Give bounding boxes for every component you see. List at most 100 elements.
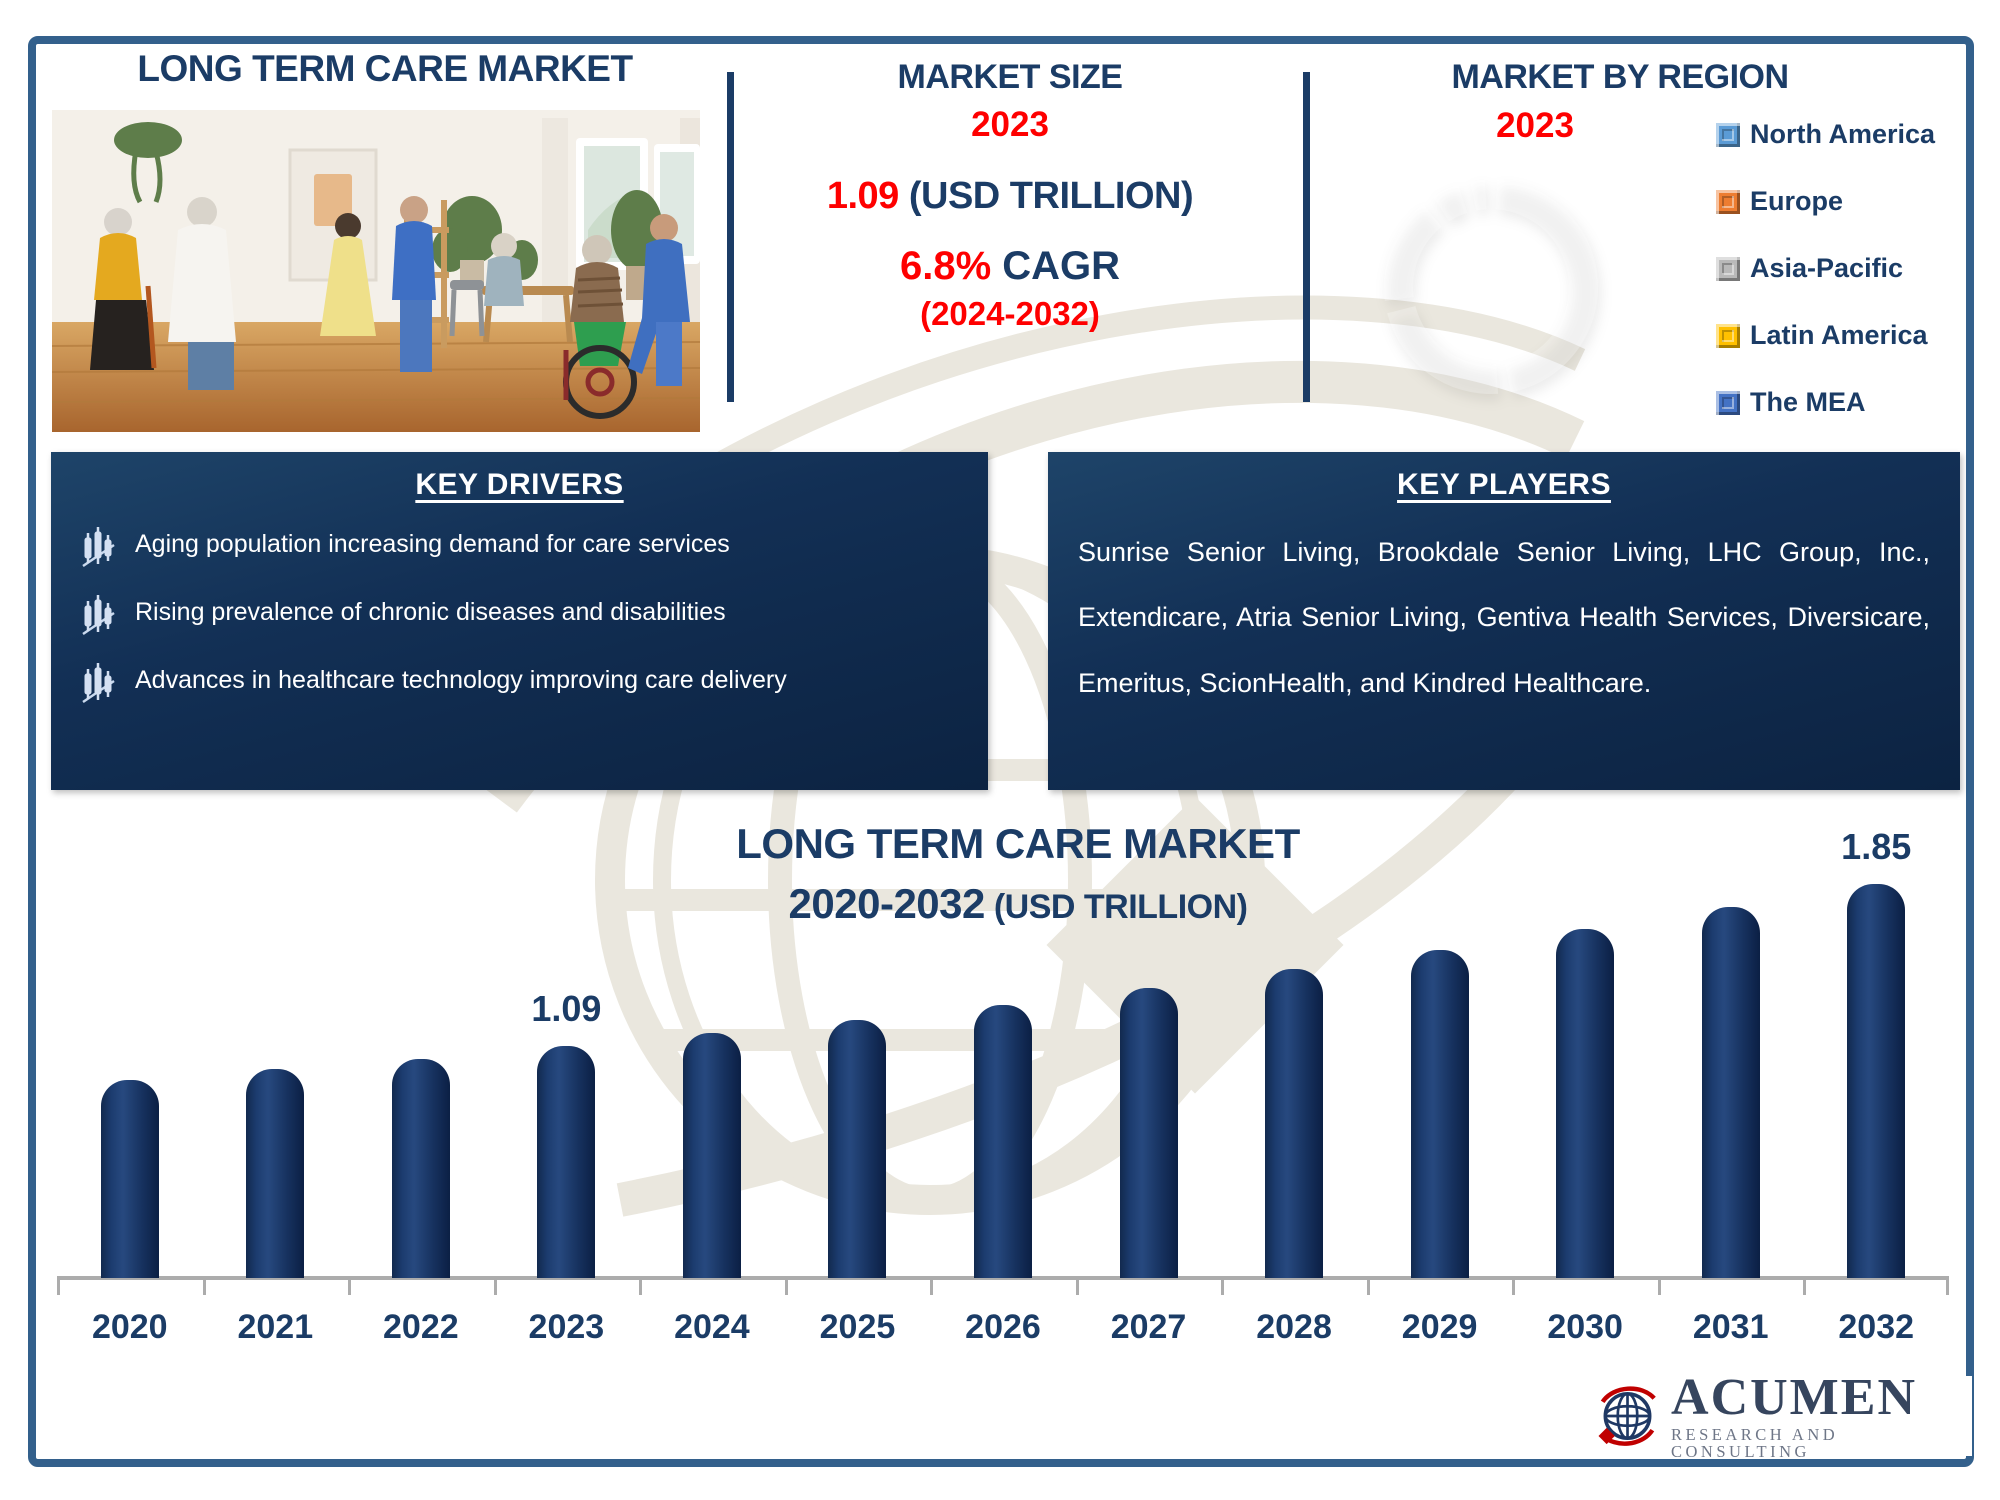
bar-chart-title-line1: LONG TERM CARE MARKET (736, 820, 1300, 867)
bar-slot (1076, 868, 1222, 1280)
key-players-text: Sunrise Senior Living, Brookdale Senior … (1078, 537, 1930, 698)
year-label: 2031 (1692, 1308, 1769, 1346)
bar-2026 (973, 1005, 1032, 1278)
axis-tick (1657, 1280, 1661, 1295)
bar-chart-plot: 1.09 1.85 (57, 826, 1949, 1295)
donut-slice (1495, 180, 1598, 393)
bar-slot (348, 868, 494, 1280)
year-label: 2023 (528, 1308, 605, 1346)
key-drivers-box: KEY DRIVERS Aging population increasing … (51, 452, 988, 790)
bar-slot (57, 868, 203, 1280)
acumen-globe-icon (1598, 1386, 1656, 1446)
page-border (28, 36, 1974, 1467)
bar-chart-title: LONG TERM CARE MARKET 2020-2032 (USD TRI… (518, 820, 1518, 928)
bar-slot (639, 868, 785, 1280)
legend-swatch (1716, 189, 1740, 214)
bar-2022 (391, 1059, 450, 1278)
divider-right (1303, 72, 1310, 402)
market-size-value-line: 1.09 (USD TRILLION) (770, 175, 1250, 218)
market-by-region-heading: MARKET BY REGION (1451, 58, 1789, 96)
year-label: 2022 (383, 1308, 459, 1346)
cagr-value: 6.8% (899, 244, 992, 288)
chart-unit: (USD TRILLION) (984, 888, 1248, 926)
legend-label: Latin America (1750, 320, 1928, 350)
bar-2032 (1847, 884, 1906, 1278)
bar-slot (930, 868, 1076, 1280)
bar-2021 (246, 1069, 305, 1278)
donut-slice (1433, 185, 1468, 222)
bar-2030 (1556, 929, 1615, 1278)
bar-2028 (1265, 969, 1324, 1278)
legend-item-north-america: North America (1716, 112, 1935, 157)
legend-label: Asia-Pacific (1750, 253, 1904, 283)
legend-label: North America (1750, 119, 1936, 149)
market-size-heading: MARKET SIZE (897, 58, 1123, 96)
bar-value-label: 1.85 (1841, 826, 1912, 867)
axis-tick (1803, 1280, 1807, 1295)
axis-tick (1221, 1280, 1225, 1295)
legend-item-europe: Europe (1716, 179, 1935, 224)
axis-tick (1075, 1280, 1079, 1295)
bar-chart-title-line2: 2020-2032 (USD TRILLION) (518, 880, 1518, 928)
legend-label: The MEA (1750, 387, 1866, 417)
axis-tick (57, 1280, 60, 1295)
driver-item: Advances in healthcare technology improv… (81, 660, 958, 706)
bar-slot (1658, 868, 1804, 1280)
chart-bullet-icon (82, 663, 115, 704)
axis-tick (348, 1280, 352, 1295)
bar-value-label: 1.09 (531, 988, 602, 1029)
axis-tick (1512, 1280, 1516, 1295)
region-donut-chart (1383, 180, 1598, 394)
axis-tick (930, 1280, 934, 1295)
year-label: 2027 (1110, 1308, 1187, 1346)
bar-slot (1221, 868, 1367, 1280)
market-cagr-line: 6.8% CAGR (770, 244, 1250, 289)
driver-item: Rising prevalence of chronic diseases an… (81, 592, 958, 638)
legend-label: Europe (1750, 186, 1844, 216)
legend-item-latin-america: Latin America (1716, 313, 1935, 358)
bar-slot: 1.09 (494, 868, 640, 1280)
cagr-period: (2024-2032) (920, 295, 1100, 332)
year-label: 2030 (1547, 1308, 1623, 1346)
bar-slot (785, 868, 931, 1280)
bar-2023 (537, 1046, 596, 1278)
key-drivers-title: KEY DRIVERS (415, 468, 624, 501)
year-label: 2026 (965, 1308, 1041, 1346)
axis-tick (1366, 1280, 1370, 1295)
bar-2027 (1119, 988, 1178, 1278)
market-size-year: 2023 (971, 105, 1049, 144)
year-label: 2028 (1256, 1308, 1332, 1346)
legend-swatch (1716, 122, 1740, 147)
year-label: 2029 (1401, 1308, 1478, 1346)
axis-tick (202, 1280, 206, 1295)
page-title: LONG TERM CARE MARKET (137, 48, 633, 89)
donut-slice (1383, 204, 1442, 301)
driver-text: Rising prevalence of chronic diseases an… (135, 598, 726, 626)
bar-2029 (1410, 950, 1469, 1278)
bar-slot: 1.85 (1803, 826, 1949, 1280)
key-players-title: KEY PLAYERS (1397, 468, 1611, 501)
market-size-panel: MARKET SIZE 2023 1.09 (USD TRILLION) 6.8… (770, 58, 1250, 333)
chart-bullet-icon (82, 595, 115, 636)
x-axis-labels: 2020 2021 2022 2023 2024 2025 2026 2027 2028 2029… (57, 1308, 1949, 1348)
driver-text: Aging population increasing demand for c… (135, 530, 730, 558)
donut-slice (1470, 180, 1487, 211)
axis-tick (1946, 1280, 1949, 1295)
bar-slot (203, 868, 349, 1280)
acumen-logo: ACUMEN RESEARCH AND CONSULTING (1592, 1372, 1972, 1459)
driver-item: Aging population increasing demand for c… (81, 524, 958, 570)
market-size-value: 1.09 (826, 175, 899, 217)
donut-slice (1387, 306, 1499, 394)
acumen-logo-name: ACUMEN (1671, 1369, 1917, 1426)
acumen-logo-tagline: RESEARCH AND CONSULTING (1671, 1425, 1839, 1461)
bar-2020 (100, 1080, 159, 1278)
bar-slot (1367, 868, 1513, 1280)
legend-item-asia-pacific: Asia-Pacific (1716, 246, 1935, 291)
year-label: 2021 (237, 1308, 314, 1346)
region-legend: North America Europe Asia-Pacific Latin Ame… (1716, 112, 1935, 425)
driver-text: Advances in healthcare technology improv… (135, 666, 787, 694)
bar-slot (1512, 868, 1658, 1280)
bar-2024 (682, 1033, 741, 1278)
bar-2031 (1701, 907, 1760, 1278)
